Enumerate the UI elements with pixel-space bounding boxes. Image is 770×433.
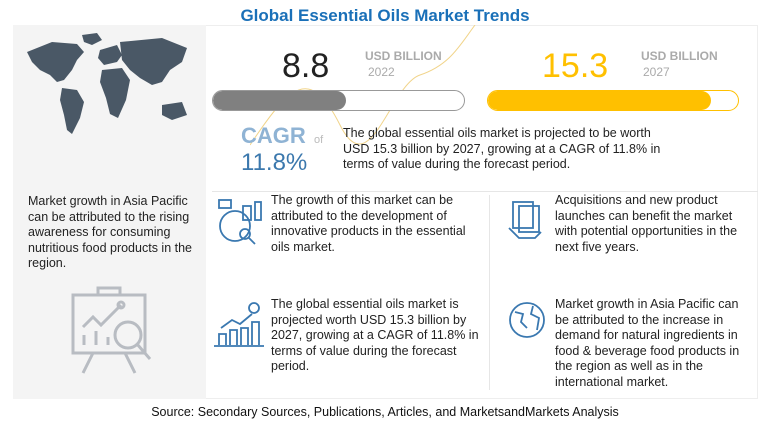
page-title: Global Essential Oils Market Trends — [240, 6, 530, 25]
presentation-analytics-icon — [71, 286, 152, 374]
analytics-icon — [218, 199, 262, 245]
globe-icon — [509, 302, 545, 338]
source-note: Source: Secondary Sources, Publications,… — [151, 405, 619, 419]
cagr-of: of — [314, 134, 324, 146]
cagr-label: CAGR — [241, 123, 306, 148]
bar-2022-fill — [213, 91, 347, 110]
divider — [489, 195, 490, 390]
unit-2022: USD BILLION — [365, 49, 442, 63]
world-map-icon — [27, 33, 187, 134]
left-text: Market growth in Asia Pacific can be att… — [28, 194, 192, 270]
money-hand-icon — [508, 201, 542, 239]
cell-text: Market growth in Asia Pacific can be att… — [555, 297, 740, 389]
value-2022: 8.8 — [282, 47, 330, 85]
unit-2027: USD BILLION — [641, 49, 718, 63]
value-2027: 15.3 — [542, 47, 609, 85]
bar-2027 — [487, 90, 739, 111]
cell-text: Acquisitions and new product launches ca… — [555, 193, 738, 254]
cagr-value: 11.8% — [241, 149, 308, 176]
growth-chart-dollar-icon — [214, 302, 264, 347]
summary-text: The global essential oils market is proj… — [343, 126, 661, 171]
bar-2022 — [212, 90, 465, 111]
year-2027: 2027 — [643, 65, 670, 79]
cell-text: The growth of this market can be attribu… — [271, 193, 466, 254]
year-2022: 2022 — [368, 65, 395, 79]
cell-text: The global essential oils market is proj… — [271, 297, 479, 373]
divider — [212, 191, 758, 192]
bar-2027-fill — [488, 91, 711, 110]
